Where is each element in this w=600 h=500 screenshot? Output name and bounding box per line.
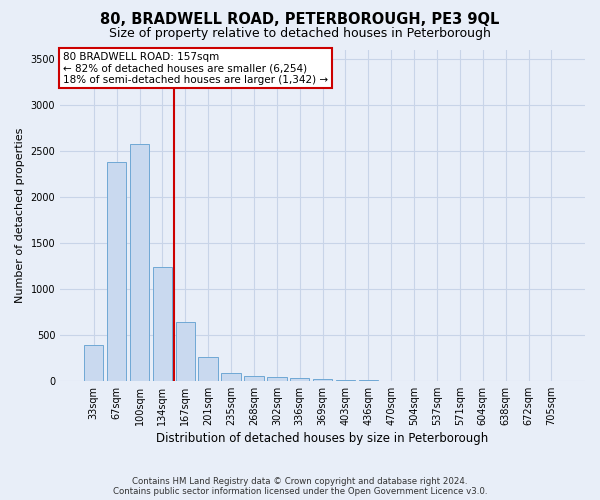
Bar — [199, 358, 218, 381]
Bar — [267, 376, 287, 381]
Bar — [107, 162, 127, 381]
Bar — [244, 376, 263, 381]
X-axis label: Distribution of detached houses by size in Peterborough: Distribution of detached houses by size … — [157, 432, 489, 445]
Text: Size of property relative to detached houses in Peterborough: Size of property relative to detached ho… — [109, 28, 491, 40]
Bar — [152, 267, 172, 381]
Bar — [176, 322, 195, 381]
Bar — [221, 372, 241, 381]
Bar — [84, 345, 103, 381]
Bar — [336, 380, 355, 381]
Text: Contains HM Land Registry data © Crown copyright and database right 2024.
Contai: Contains HM Land Registry data © Crown c… — [113, 476, 487, 496]
Bar — [313, 379, 332, 381]
Bar — [130, 144, 149, 381]
Text: 80, BRADWELL ROAD, PETERBOROUGH, PE3 9QL: 80, BRADWELL ROAD, PETERBOROUGH, PE3 9QL — [100, 12, 500, 28]
Bar — [290, 378, 310, 381]
Y-axis label: Number of detached properties: Number of detached properties — [15, 128, 25, 303]
Text: 80 BRADWELL ROAD: 157sqm
← 82% of detached houses are smaller (6,254)
18% of sem: 80 BRADWELL ROAD: 157sqm ← 82% of detach… — [63, 52, 328, 85]
